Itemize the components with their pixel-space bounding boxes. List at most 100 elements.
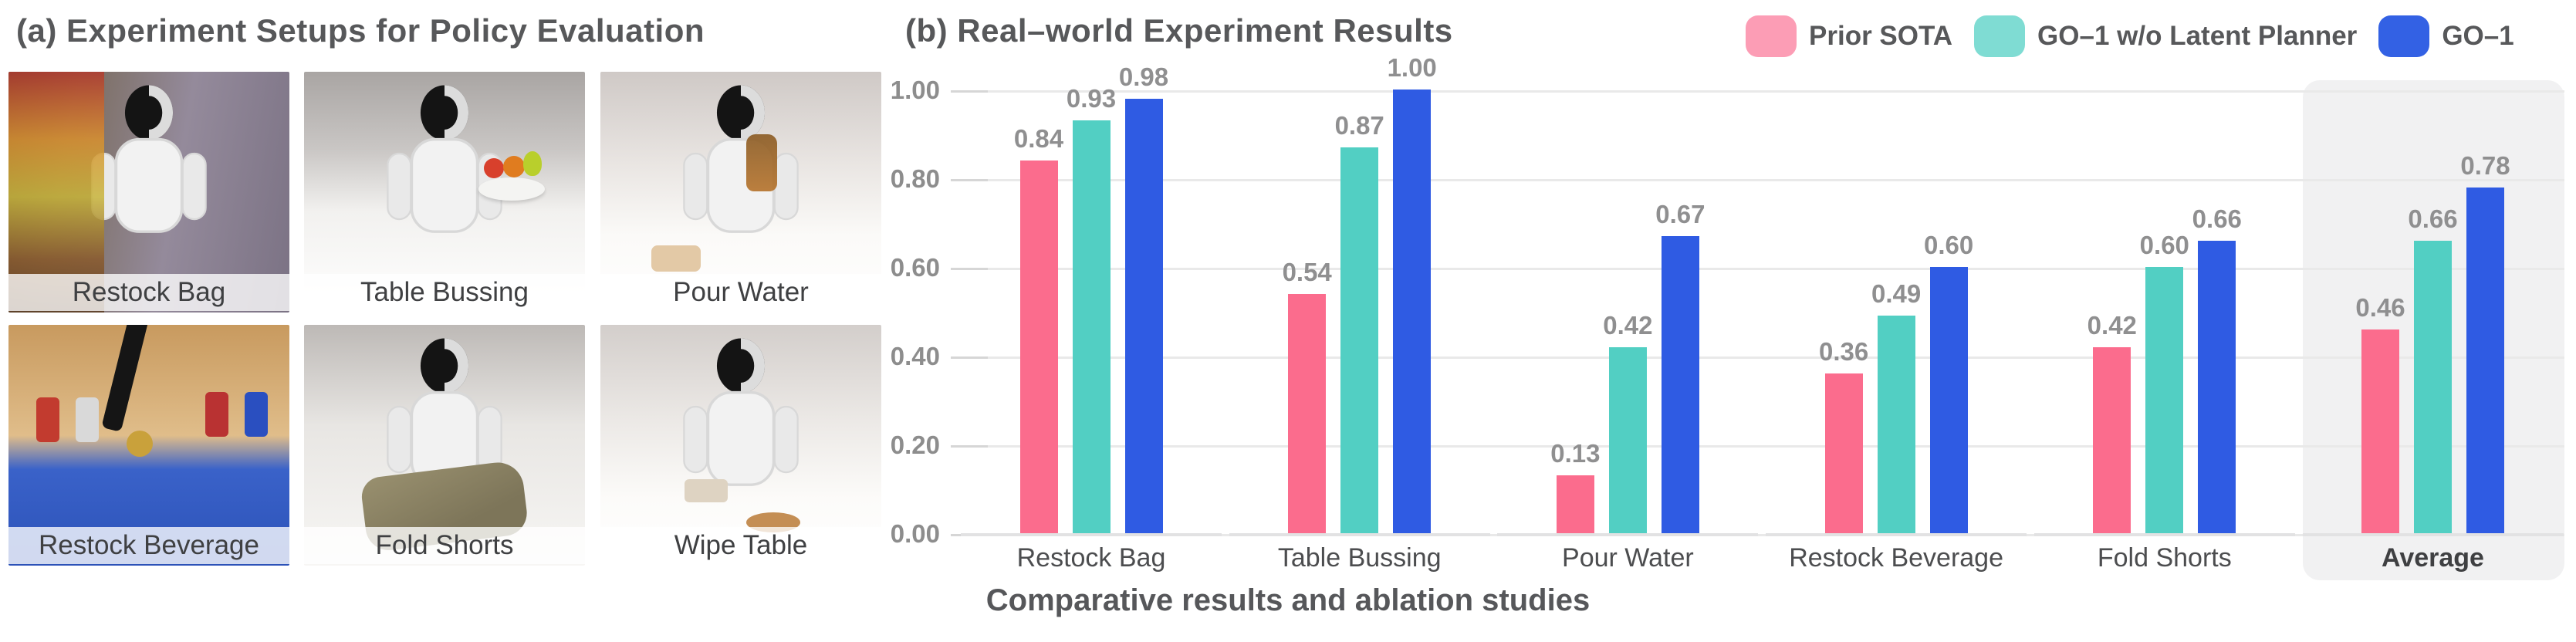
bar-value-label: 0.60 — [2139, 231, 2189, 259]
bar-go-1-w-o-latent-planner-table-bussing — [1340, 147, 1379, 533]
y-tick-mark — [951, 179, 988, 181]
bar-go-1-w-o-latent-planner-fold-shorts — [2145, 267, 2184, 533]
y-tick-mark — [951, 268, 988, 270]
legend-item-go1-wo-latent-planner: GO–1 w/o Latent Planner — [1974, 15, 2357, 57]
y-tick-label: 0.80 — [890, 164, 940, 193]
bar-prior-sota-restock-beverage — [1824, 373, 1863, 533]
y-tick-mark — [951, 445, 988, 448]
bar-value-label: 0.54 — [1282, 257, 1332, 286]
photo-label: Pour Water — [600, 274, 881, 311]
x-axis-segment — [1497, 533, 1759, 536]
scene-accent-can1 — [36, 397, 60, 442]
panel-a-title: (a) Experiment Setups for Policy Evaluat… — [16, 12, 705, 49]
bar-go-1-average — [2466, 187, 2504, 533]
scene-accent-sponge — [651, 245, 701, 272]
bar-value-label: 0.49 — [1871, 279, 1922, 309]
experiment-photo-wipe-table: Wipe Table — [600, 325, 881, 566]
figure-caption: Comparative results and ablation studies — [985, 583, 1591, 617]
legend-item-prior-sota: Prior SOTA — [1746, 15, 1952, 57]
bar-value-label: 0.93 — [1066, 84, 1117, 113]
bar-value-label: 0.67 — [1655, 199, 1706, 228]
robot-illustration — [683, 338, 799, 486]
bar-value-label: 0.78 — [2460, 150, 2510, 180]
scene-accent-fruit-r — [483, 158, 504, 179]
bar-value-label: 0.66 — [2408, 204, 2458, 233]
y-tick-label: 0.60 — [890, 253, 940, 282]
bar-value-label: 0.60 — [1923, 231, 1974, 259]
panel-b-title: (b) Real–world Experiment Results — [905, 12, 1453, 49]
legend-label: GO–1 w/o Latent Planner — [2037, 21, 2358, 51]
bar-prior-sota-restock-bag — [1019, 160, 1058, 533]
x-category-label: Restock Bag — [1016, 543, 1166, 573]
legend-swatch-teal — [1974, 15, 2026, 57]
gridline-0.20 — [961, 445, 2564, 448]
bar-value-label: 0.42 — [2087, 310, 2137, 340]
x-category-label: Restock Beverage — [1789, 543, 2003, 573]
experiment-photo-table-bussing: Table Bussing — [304, 72, 585, 313]
legend-swatch-blue — [2378, 15, 2430, 57]
experiment-photo-fold-shorts: Fold Shorts — [304, 325, 585, 566]
x-category-label: Fold Shorts — [2097, 543, 2232, 573]
photo-label: Fold Shorts — [304, 527, 585, 564]
photo-label: Wipe Table — [600, 527, 881, 564]
legend-label: GO–1 — [2442, 21, 2514, 51]
gridline-0.60 — [961, 268, 2564, 270]
bar-go-1-pour-water — [1661, 235, 1699, 533]
bar-value-label: 0.87 — [1334, 110, 1384, 140]
bar-value-label: 0.84 — [1013, 124, 1064, 153]
x-category-label: Average — [2382, 543, 2484, 573]
bar-value-label: 0.46 — [2355, 292, 2405, 322]
bar-go-1-restock-bag — [1124, 98, 1163, 533]
y-tick-label: 0.20 — [890, 431, 940, 459]
y-tick-label: 0.40 — [890, 342, 940, 370]
gridline-1.00 — [961, 90, 2564, 93]
photo-label: Restock Bag — [8, 274, 289, 311]
bar-prior-sota-table-bussing — [1288, 293, 1327, 533]
y-tick-label: 1.00 — [890, 76, 940, 104]
bar-value-label: 0.98 — [1118, 62, 1169, 91]
bar-value-label: 0.13 — [1550, 439, 1601, 468]
bar-prior-sota-pour-water — [1556, 475, 1594, 533]
robot-illustration — [387, 85, 502, 233]
scene-accent-can3 — [205, 392, 228, 438]
x-axis-segment — [1229, 533, 1490, 536]
bar-go-1-restock-beverage — [1929, 267, 1968, 533]
bar-go-1-w-o-latent-planner-average — [2414, 240, 2452, 533]
bar-value-label: 0.36 — [1818, 337, 1869, 366]
bar-prior-sota-fold-shorts — [2093, 346, 2131, 533]
bar-value-label: 0.66 — [2192, 204, 2242, 233]
legend-label: Prior SOTA — [1809, 21, 1953, 51]
bar-prior-sota-average — [2361, 329, 2399, 533]
scene-accent-can2 — [76, 397, 100, 442]
scene-accent-fruit-g — [522, 150, 542, 176]
scene-accent-snack-strip — [8, 72, 104, 313]
photo-label: Table Bussing — [304, 274, 585, 311]
y-tick-mark — [951, 90, 988, 93]
robot-illustration — [683, 85, 799, 233]
grouped-bar-chart: 0.00 0.20 0.40 0.60 0.80 1.00 0.84 0.93 0.98 Rest… — [872, 46, 2576, 594]
y-tick-label: 0.00 — [890, 519, 940, 548]
scene-accent-sponge — [685, 478, 729, 502]
bar-go-1-w-o-latent-planner-restock-beverage — [1877, 316, 1915, 533]
scene-accent-fruit-o — [503, 156, 526, 178]
x-axis-segment — [2033, 533, 2295, 536]
experiment-photo-restock-bag: Restock Bag — [8, 72, 289, 313]
x-axis-segment — [1766, 533, 2027, 536]
x-category-label: Pour Water — [1562, 543, 1694, 573]
x-axis-segment — [961, 533, 1222, 536]
bar-go-1-w-o-latent-planner-pour-water — [1608, 346, 1647, 533]
legend-item-go1: GO–1 — [2378, 15, 2514, 57]
x-axis-segment — [2302, 533, 2564, 536]
robot-illustration — [387, 338, 502, 486]
scene-accent-bottle — [746, 134, 778, 192]
scene-accent-gold-cap — [126, 431, 153, 458]
gridline-0.00 — [961, 534, 2564, 536]
scene-accent-can4 — [244, 392, 268, 438]
legend-swatch-pink — [1746, 15, 1797, 57]
x-category-label: Table Bussing — [1277, 543, 1442, 573]
bar-go-1-table-bussing — [1393, 90, 1432, 533]
scene-accent-gripper — [101, 325, 150, 432]
bar-value-label: 0.42 — [1603, 310, 1653, 340]
gridline-0.40 — [961, 356, 2564, 359]
